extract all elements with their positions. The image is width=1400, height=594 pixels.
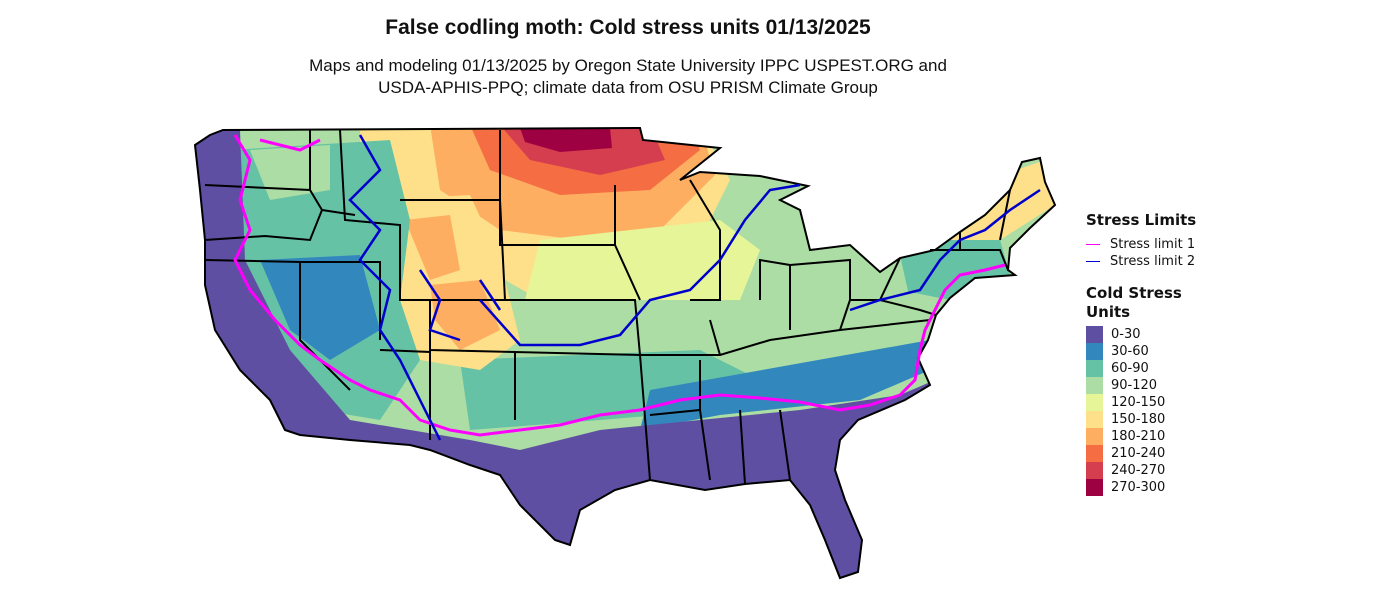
csu-class-row: 30-60 bbox=[1086, 343, 1256, 360]
stress-limit-2-label: Stress limit 2 bbox=[1110, 254, 1196, 269]
csu-class-row: 270-300 bbox=[1086, 479, 1256, 496]
csu-class-row: 90-120 bbox=[1086, 377, 1256, 394]
stress-limits-title: Stress Limits bbox=[1086, 211, 1197, 229]
stress-limit-1-label: Stress limit 1 bbox=[1110, 237, 1196, 252]
csu-raster bbox=[195, 128, 1055, 578]
legend-stress-limit-1: Stress limit 1 bbox=[1086, 236, 1256, 253]
csu-class-swatch bbox=[1086, 411, 1103, 428]
csu-class-swatch bbox=[1086, 462, 1103, 479]
csu-class-swatch bbox=[1086, 394, 1103, 411]
state-boundaries bbox=[193, 126, 1057, 580]
csu-class-swatch bbox=[1086, 445, 1103, 462]
csu-class-label: 180-210 bbox=[1111, 429, 1166, 444]
csu-class-swatch bbox=[1086, 343, 1103, 360]
csu-class-row: 60-90 bbox=[1086, 360, 1256, 377]
csu-class-label: 120-150 bbox=[1111, 395, 1166, 410]
csu-class-label: 0-30 bbox=[1111, 327, 1141, 342]
csu-class-swatch bbox=[1086, 428, 1103, 445]
csu-class-label: 270-300 bbox=[1111, 480, 1166, 495]
stress-limit-2-key bbox=[1086, 261, 1100, 262]
map-title: False codling moth: Cold stress units 01… bbox=[385, 16, 871, 39]
csu-class-label: 30-60 bbox=[1111, 344, 1149, 359]
stress-limit-1-key bbox=[1086, 244, 1100, 245]
csu-title: Cold Stress Units bbox=[1086, 284, 1256, 322]
csu-class-row: 0-30 bbox=[1086, 326, 1256, 343]
csu-class-swatch bbox=[1086, 479, 1103, 496]
map-subtitle: Maps and modeling 01/13/2025 by Oregon S… bbox=[0, 55, 1256, 99]
csu-class-row: 210-240 bbox=[1086, 445, 1256, 462]
stress-limit-1-contours bbox=[233, 134, 1006, 437]
us-cold-stress-map bbox=[193, 126, 1057, 580]
map-legend: Stress Limits Stress limit 1 Stress limi… bbox=[1086, 211, 1256, 496]
csu-class-swatch bbox=[1086, 326, 1103, 343]
csu-class-label: 150-180 bbox=[1111, 412, 1166, 427]
subtitle-line-2: USDA-APHIS-PPQ; climate data from OSU PR… bbox=[378, 78, 878, 97]
csu-class-row: 240-270 bbox=[1086, 462, 1256, 479]
subtitle-line-1: Maps and modeling 01/13/2025 by Oregon S… bbox=[309, 56, 947, 75]
csu-class-label: 60-90 bbox=[1111, 361, 1149, 376]
csu-class-row: 180-210 bbox=[1086, 428, 1256, 445]
csu-class-row: 150-180 bbox=[1086, 411, 1256, 428]
stress-limit-2-contours bbox=[348, 134, 1041, 441]
csu-class-label: 210-240 bbox=[1111, 446, 1166, 461]
legend-stress-limit-2: Stress limit 2 bbox=[1086, 253, 1256, 270]
csu-class-swatch bbox=[1086, 360, 1103, 377]
csu-class-list: 0-30 30-60 60-90 90-120 120-150 150-180 180-21… bbox=[1086, 326, 1256, 496]
csu-class-label: 90-120 bbox=[1111, 378, 1158, 393]
csu-title-line-1: Cold Stress bbox=[1086, 284, 1182, 302]
csu-class-swatch bbox=[1086, 377, 1103, 394]
csu-class-row: 120-150 bbox=[1086, 394, 1256, 411]
csu-class-label: 240-270 bbox=[1111, 463, 1166, 478]
csu-title-line-2: Units bbox=[1086, 303, 1131, 321]
